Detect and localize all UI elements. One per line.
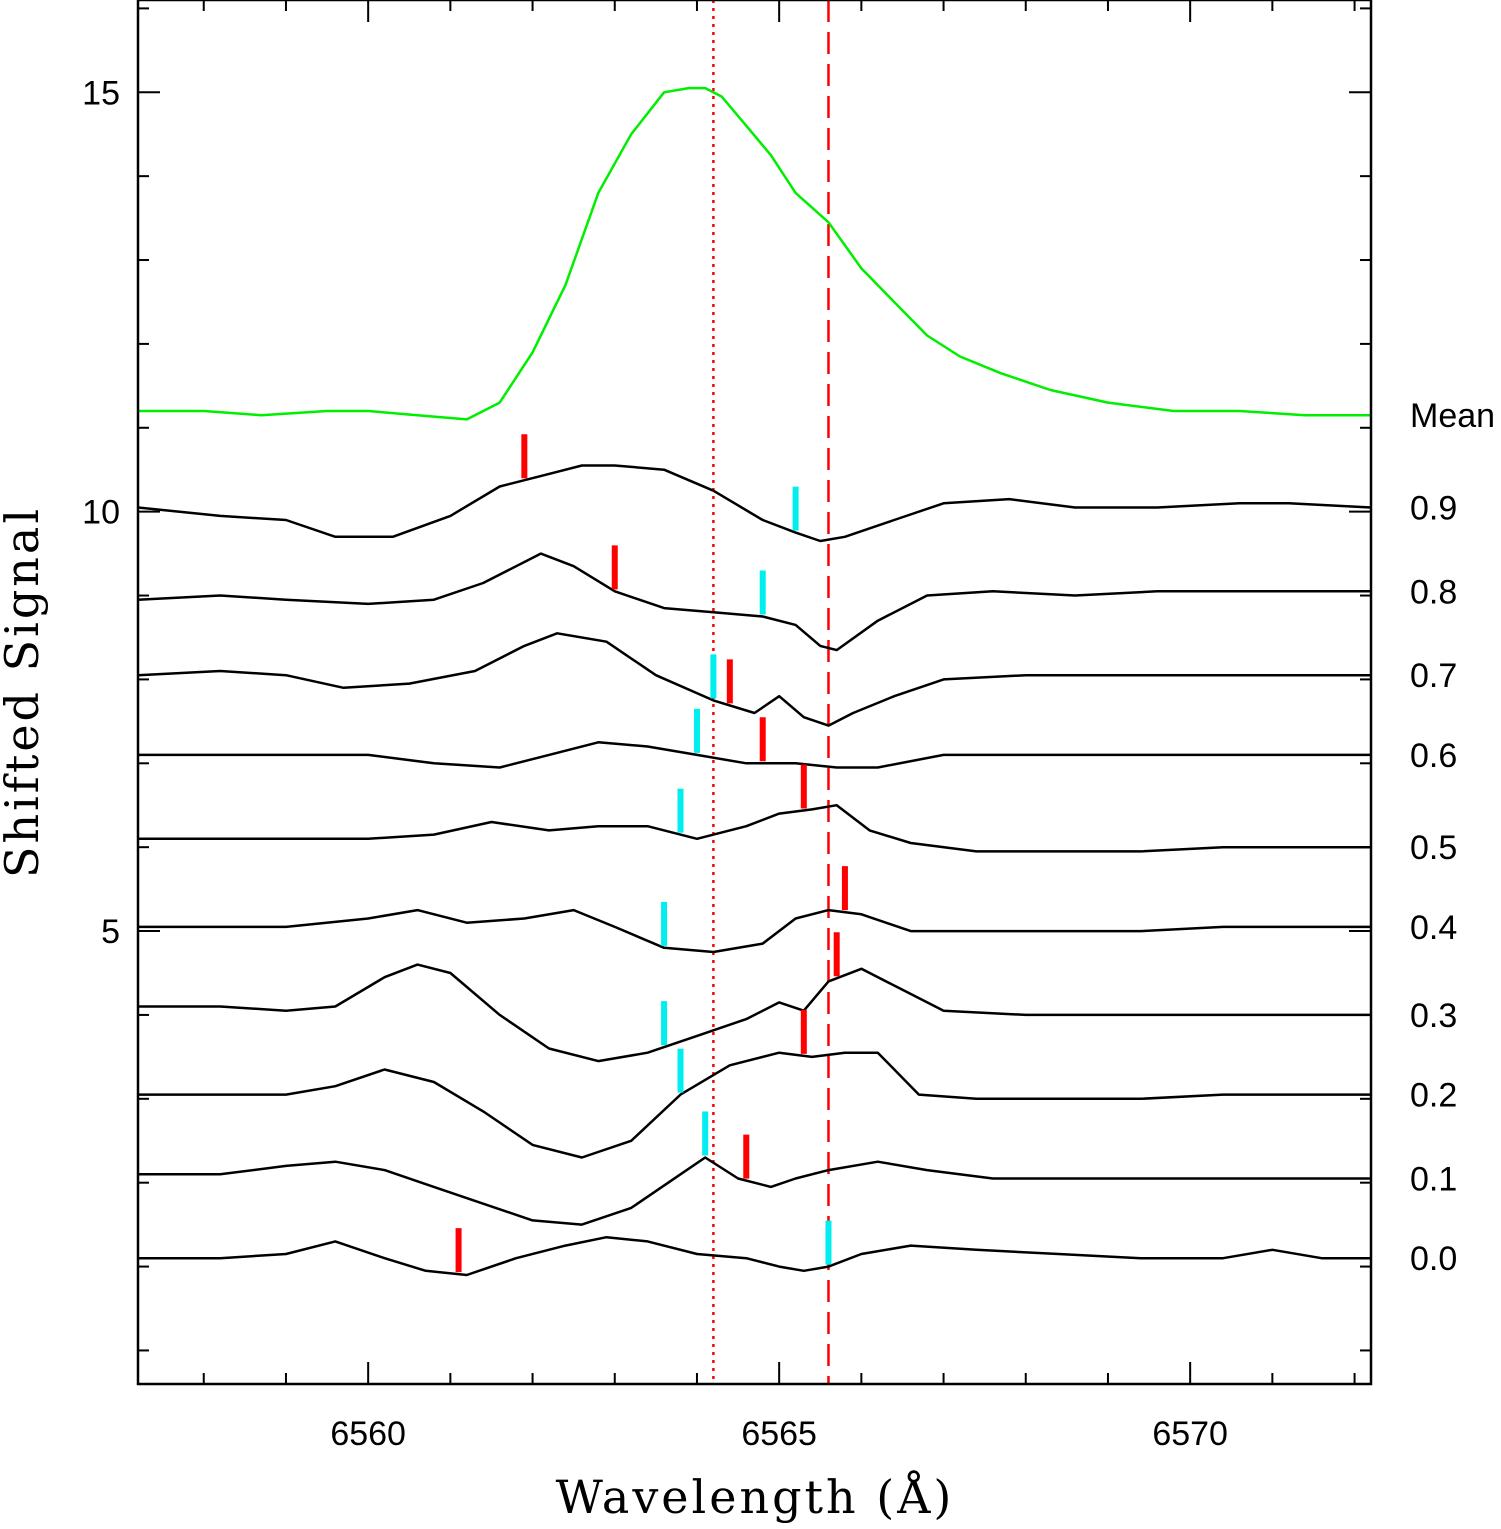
series-label-Mean: Mean xyxy=(1410,397,1495,435)
series-line-0.0 xyxy=(138,1235,1371,1277)
series-line-0.5 xyxy=(138,803,1371,853)
series-line-0.3 xyxy=(138,963,1371,1063)
y-tick-label: 10 xyxy=(82,494,120,532)
series-line-0.1 xyxy=(138,1156,1371,1226)
series-label-0.7: 0.7 xyxy=(1410,657,1457,695)
series-line-0.7 xyxy=(137,632,1371,727)
x-tick-label: 6565 xyxy=(741,1415,817,1453)
plot-frame xyxy=(136,0,1373,1386)
y-tick-label: 15 xyxy=(82,74,120,112)
y-axis-title: Shifted Signal xyxy=(0,506,49,878)
series-line-0.9 xyxy=(137,464,1372,543)
series-line-0.2 xyxy=(138,1051,1371,1159)
series-label-0.6: 0.6 xyxy=(1410,737,1457,775)
series-label-0.4: 0.4 xyxy=(1410,909,1457,947)
series-line-0.4 xyxy=(138,908,1371,954)
series-label-0.1: 0.1 xyxy=(1410,1160,1457,1198)
series-label-0.5: 0.5 xyxy=(1410,829,1457,867)
series-label-0.8: 0.8 xyxy=(1410,573,1457,611)
y-tick-label: 5 xyxy=(101,913,120,951)
series-line-0.6 xyxy=(138,741,1371,769)
series-label-0.9: 0.9 xyxy=(1410,489,1457,527)
series-label-0.0: 0.0 xyxy=(1410,1240,1457,1278)
x-axis-title: Wavelength (Å) xyxy=(556,1469,955,1524)
series-label-0.3: 0.3 xyxy=(1410,997,1457,1035)
series-label-0.2: 0.2 xyxy=(1410,1077,1457,1115)
series-line-Mean xyxy=(138,86,1371,421)
series-line-0.8 xyxy=(137,552,1371,652)
x-tick-label: 6570 xyxy=(1152,1415,1228,1453)
x-tick-label: 6560 xyxy=(330,1415,406,1453)
